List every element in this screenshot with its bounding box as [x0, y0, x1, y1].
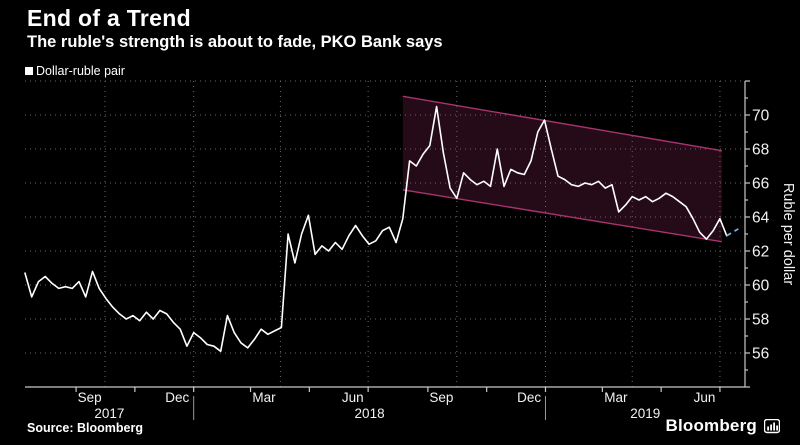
- x-year-labels: 2017 2018 2019: [94, 406, 660, 421]
- svg-text:60: 60: [752, 278, 770, 295]
- svg-text:2018: 2018: [355, 406, 385, 421]
- legend: Dollar-ruble pair: [25, 64, 125, 78]
- source-attribution: Source: Bloomberg: [27, 421, 143, 435]
- year-dividers: [193, 396, 546, 420]
- legend-label: Dollar-ruble pair: [36, 64, 125, 78]
- svg-text:56: 56: [752, 346, 769, 363]
- forecast-line: [726, 228, 739, 237]
- axes: [25, 81, 746, 388]
- svg-text:Jun: Jun: [694, 390, 716, 405]
- trend-channel: [402, 95, 722, 243]
- svg-text:Sep: Sep: [78, 390, 102, 405]
- bloomberg-terminal-icon: [764, 418, 780, 434]
- v-gridlines: [104, 81, 721, 387]
- svg-text:66: 66: [752, 176, 769, 193]
- svg-text:Dec: Dec: [165, 390, 189, 405]
- bloomberg-logo: Bloomberg: [665, 416, 780, 436]
- chart-subtitle: The ruble's strength is about to fade, P…: [27, 33, 443, 51]
- y-axis-labels: 56 58 60 62 64 66 68 70: [752, 108, 770, 363]
- svg-text:Mar: Mar: [252, 390, 276, 405]
- svg-text:70: 70: [752, 108, 770, 125]
- y-axis-title: Ruble per dollar: [780, 183, 796, 286]
- x-month-labels: Sep Dec Mar Jun Sep Dec Mar Jun: [78, 390, 716, 405]
- price-line: [24, 105, 728, 353]
- svg-text:Jun: Jun: [342, 390, 364, 405]
- chart-title: End of a Trend: [27, 5, 191, 31]
- h-gridlines: [25, 80, 745, 354]
- y-axis-ticks: [745, 80, 750, 388]
- svg-text:Sep: Sep: [429, 390, 453, 405]
- legend-marker-square-icon: [25, 67, 33, 75]
- x-axis-ticks: [75, 387, 721, 392]
- svg-text:Dec: Dec: [517, 390, 541, 405]
- svg-text:68: 68: [752, 142, 769, 159]
- svg-text:62: 62: [752, 244, 769, 261]
- svg-text:2019: 2019: [630, 406, 660, 421]
- bloomberg-wordmark: Bloomberg: [665, 416, 757, 435]
- svg-text:Mar: Mar: [604, 390, 628, 405]
- svg-text:58: 58: [752, 312, 769, 329]
- svg-text:2017: 2017: [94, 406, 124, 421]
- svg-text:64: 64: [752, 210, 770, 227]
